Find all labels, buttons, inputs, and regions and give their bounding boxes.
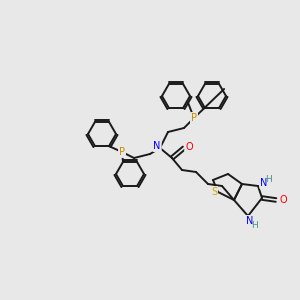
Text: P: P	[119, 147, 125, 157]
Text: N: N	[260, 178, 268, 188]
Text: S: S	[211, 187, 217, 197]
Text: H: H	[252, 221, 258, 230]
Text: H: H	[266, 175, 272, 184]
Text: N: N	[246, 216, 254, 226]
Text: O: O	[279, 195, 287, 205]
Text: N: N	[153, 141, 161, 151]
Text: P: P	[191, 113, 197, 123]
Text: O: O	[185, 142, 193, 152]
